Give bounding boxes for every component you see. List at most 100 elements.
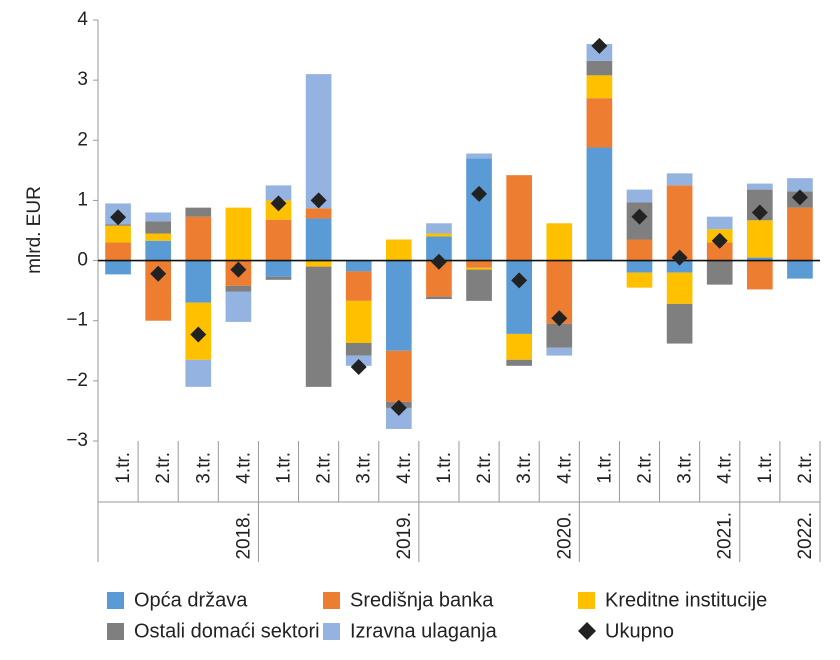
bar-segment: [626, 239, 653, 261]
bar-segment: [466, 267, 492, 270]
bar-segment: [265, 219, 292, 261]
year-label: 2021.: [715, 512, 736, 560]
legend-swatch: [107, 592, 124, 609]
total-marker: [390, 399, 407, 416]
bar-segment: [385, 239, 412, 261]
year-label: 2019.: [394, 512, 415, 560]
bar-segment: [706, 216, 733, 230]
total-marker: [270, 195, 287, 212]
total-marker: [350, 359, 367, 376]
legend-swatch: [323, 623, 340, 640]
y-axis-label: mlrd. EUR: [24, 186, 45, 274]
bar-segment: [666, 185, 693, 261]
y-tick-label: −1: [66, 310, 88, 331]
bar-segment: [185, 260, 212, 303]
bar-segment: [265, 260, 292, 277]
legend-label: Izravna ulaganja: [350, 620, 498, 642]
bar-segment: [385, 350, 412, 402]
bar-segment: [787, 207, 813, 261]
legend-label: Središnja banka: [350, 589, 494, 611]
bar-segment: [185, 359, 212, 387]
y-tick-label: 3: [77, 69, 88, 90]
bar-segment: [225, 285, 252, 292]
bar-segment: [385, 260, 412, 351]
bar-segment: [666, 260, 693, 273]
bar-segment: [666, 272, 693, 304]
bar-segment: [145, 221, 172, 234]
total-marker: [791, 189, 808, 206]
bar-segment: [426, 296, 452, 300]
x-tick-label: 2.tr.: [795, 452, 816, 484]
y-tick-label: −3: [66, 430, 88, 451]
total-marker: [150, 265, 167, 282]
total-marker: [711, 232, 728, 249]
bar-segment: [185, 216, 212, 261]
total-marker: [430, 253, 447, 270]
x-tick-label: 2.tr.: [153, 452, 174, 484]
bar-segment: [385, 407, 412, 429]
bar-segment: [145, 240, 172, 261]
x-tick-label: 4.tr.: [554, 452, 575, 484]
y-tick-label: −2: [66, 370, 88, 391]
y-tick-label: 0: [77, 250, 88, 271]
total-marker: [671, 249, 688, 266]
bar-segment: [546, 323, 573, 348]
bar-segment: [586, 147, 613, 261]
bar-segment: [586, 75, 613, 99]
bar-segment: [746, 260, 773, 290]
legend-label: Opća država: [134, 589, 248, 611]
x-tick-label: 4.tr.: [715, 452, 736, 484]
total-marker: [551, 310, 568, 327]
bar-segment: [506, 333, 533, 360]
x-tick-label: 1.tr.: [113, 452, 134, 484]
bar-segment: [506, 260, 533, 334]
y-tick-label: 1: [77, 189, 88, 210]
x-tick-label: 2.tr.: [474, 452, 495, 484]
x-tick-label: 2.tr.: [314, 452, 335, 484]
bar-segment: [105, 260, 131, 275]
legend-label: Ukupno: [605, 620, 674, 642]
x-tick-label: 1.tr.: [755, 452, 776, 484]
bar-segment: [305, 266, 332, 387]
bar-segment: [305, 260, 332, 267]
bar-segment: [225, 291, 252, 322]
bar-segment: [586, 60, 613, 76]
year-label: 2018.: [233, 512, 254, 560]
total-marker: [751, 204, 768, 221]
bar-segment: [746, 220, 773, 258]
bar-segment: [546, 223, 573, 261]
legend-label: Ostali domaći sektori: [134, 620, 320, 642]
bar-segment: [626, 260, 653, 273]
bar-segment: [105, 242, 131, 261]
bar-segment: [225, 207, 252, 261]
bar-segment: [145, 212, 172, 222]
bar-segment: [265, 185, 292, 201]
bar-segment: [345, 300, 372, 343]
total-marker: [471, 185, 488, 202]
total-marker: [230, 261, 247, 278]
y-tick-label: 2: [77, 129, 88, 150]
x-tick-label: 1.tr.: [594, 452, 615, 484]
bar-segment: [305, 208, 332, 219]
bar-segment: [746, 257, 773, 261]
bar-segment: [185, 207, 212, 217]
x-tick-label: 3.tr.: [675, 452, 696, 484]
total-marker: [310, 192, 327, 209]
bar-segment: [626, 272, 653, 288]
bar-segment: [426, 233, 452, 237]
bar-segment: [426, 223, 452, 234]
bar-segment: [506, 359, 533, 366]
x-tick-label: 2.tr.: [635, 452, 656, 484]
bar-segment: [546, 347, 573, 356]
bar-segment: [666, 173, 693, 186]
bar-segment: [105, 225, 131, 243]
legend-swatch: [578, 592, 595, 609]
x-tick-label: 3.tr.: [193, 452, 214, 484]
x-tick-label: 4.tr.: [394, 452, 415, 484]
bar-segment: [466, 260, 492, 268]
bar-segment: [706, 242, 733, 261]
bar-segment: [586, 98, 613, 148]
year-label: 2020.: [554, 512, 575, 560]
legend-swatch: [107, 623, 124, 640]
bar-segment: [787, 260, 813, 279]
